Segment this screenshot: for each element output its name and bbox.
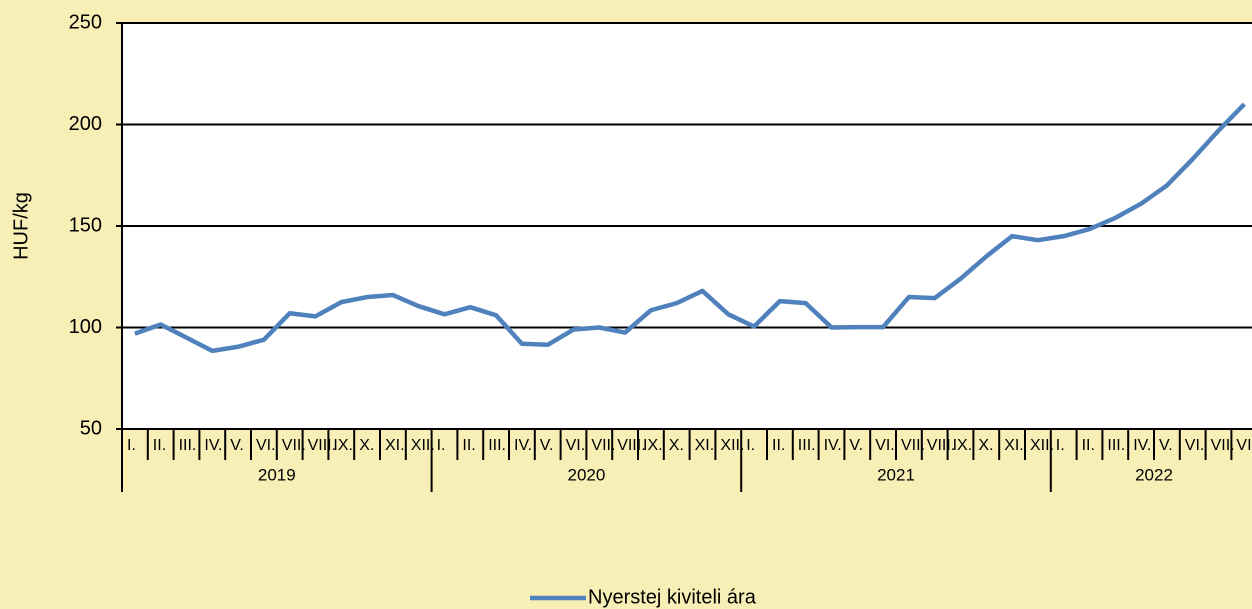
x-group-label: 2021 — [877, 465, 915, 484]
x-group-label: 2020 — [567, 465, 605, 484]
y-tick-label: 50 — [80, 417, 102, 439]
x-tick-label: I. — [437, 437, 446, 454]
x-tick-label: I. — [1056, 437, 1065, 454]
x-tick-label: II. — [153, 437, 166, 454]
x-tick-label: V. — [230, 437, 244, 454]
x-tick-label: II. — [772, 437, 785, 454]
x-tick-label: IV. — [204, 437, 222, 454]
x-tick-label: VIII. — [927, 437, 955, 454]
x-tick-label: VIII. — [308, 437, 336, 454]
x-tick-label: VIII. — [1236, 437, 1252, 454]
x-tick-label: XII. — [1030, 437, 1054, 454]
x-tick-label: VII. — [282, 437, 306, 454]
x-tick-label: VII. — [901, 437, 925, 454]
x-tick-label: VI. — [875, 437, 895, 454]
x-tick-label: VII. — [591, 437, 615, 454]
x-tick-label: IV. — [1133, 437, 1151, 454]
x-tick-label: III. — [798, 437, 816, 454]
x-tick-label: I. — [746, 437, 755, 454]
x-tick-label: IX. — [643, 437, 663, 454]
x-tick-label: VI. — [256, 437, 276, 454]
x-tick-label: XII. — [411, 437, 435, 454]
x-tick-label: IX. — [333, 437, 353, 454]
x-tick-label: IV. — [824, 437, 842, 454]
y-tick-label: 200 — [69, 113, 102, 135]
x-group-label: 2019 — [258, 465, 296, 484]
x-tick-label: XI. — [1004, 437, 1024, 454]
x-tick-label: XII. — [720, 437, 744, 454]
x-tick-label: IV. — [514, 437, 532, 454]
x-tick-label: X. — [978, 437, 993, 454]
y-axis-label: HUF/kg — [10, 192, 32, 260]
x-tick-label: V. — [540, 437, 554, 454]
legend-label: Nyerstej kiviteli ára — [588, 586, 757, 608]
x-tick-label: VI. — [566, 437, 586, 454]
x-tick-label: XI. — [695, 437, 715, 454]
x-tick-label: VIII. — [617, 437, 645, 454]
x-tick-label: XI. — [385, 437, 405, 454]
x-tick-label: V. — [849, 437, 863, 454]
x-tick-label: III. — [1107, 437, 1125, 454]
x-tick-label: II. — [462, 437, 475, 454]
x-tick-label: III. — [488, 437, 506, 454]
x-tick-label: V. — [1159, 437, 1173, 454]
y-tick-label: 150 — [69, 214, 102, 236]
y-tick-label: 250 — [69, 11, 102, 33]
x-tick-label: X. — [669, 437, 684, 454]
x-tick-label: I. — [127, 437, 136, 454]
y-tick-label: 100 — [69, 316, 102, 338]
x-tick-label: X. — [359, 437, 374, 454]
line-series — [134, 102, 1246, 354]
x-tick-label: VII. — [1211, 437, 1235, 454]
x-tick-label: VI. — [1185, 437, 1205, 454]
x-group-label: 2022 — [1135, 465, 1173, 484]
x-tick-label: IX. — [953, 437, 973, 454]
x-tick-label: III. — [179, 437, 197, 454]
x-tick-label: II. — [1082, 437, 1095, 454]
